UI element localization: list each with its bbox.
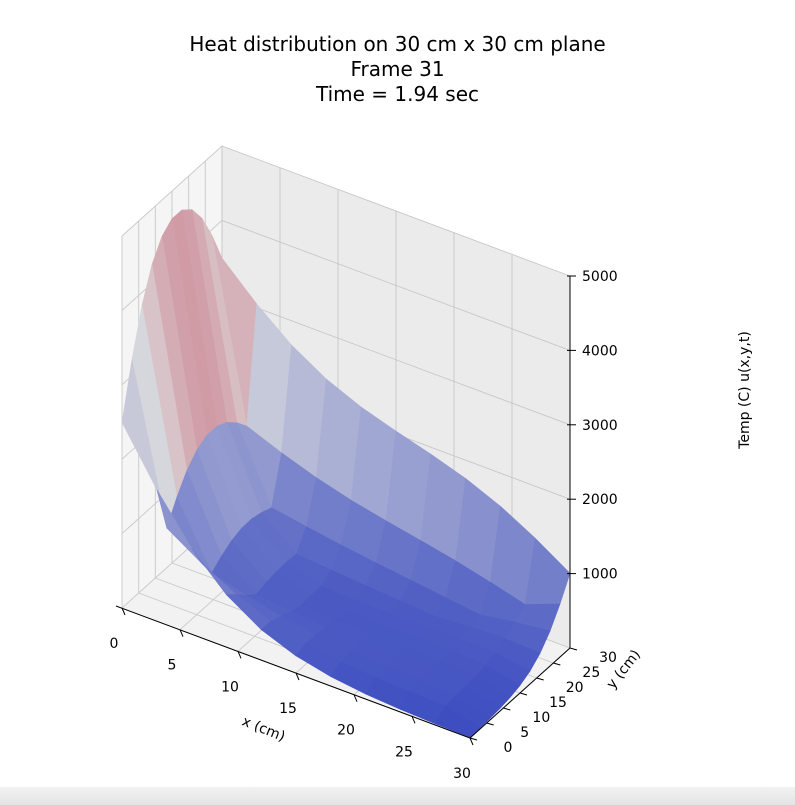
y-tick-mark [553,662,561,666]
x-axis-line [115,605,471,739]
z-tick-label: 4000 [582,343,618,359]
chart-title-line-2: Frame 31 [350,57,445,81]
y-tick-label: 20 [566,680,584,696]
z-grid-line [121,145,571,277]
y-tick-label: 25 [582,665,600,681]
x-tick-mark [295,672,300,681]
x-tick-label: 15 [279,701,297,717]
x-tick-mark [179,629,184,637]
chart-title-line-1: Heat distribution on 30 cm x 30 cm plane [189,32,606,56]
z-tick-label: 3000 [582,418,618,434]
z-tick-label: 1000 [582,567,618,583]
x-tick-mark [353,694,358,702]
x-tick-mark [411,716,416,724]
y-tick-label: 15 [549,695,567,711]
surface-patch [434,705,481,738]
x-tick-mark [121,607,126,616]
window-bottom-bar [0,787,795,805]
y-tick-label: 30 [599,650,617,666]
tick-labels: 0510152025300510152025301000200030004000… [110,269,618,782]
y-tick-mark [503,707,511,711]
y-tick-mark [569,647,578,651]
x-tick-label: 25 [395,744,413,760]
x-tick-label: 20 [337,723,355,739]
x-tick-label: 0 [110,636,119,652]
y-tick-mark [469,737,478,741]
chart-title-line-3: Time = 1.94 sec [315,82,480,106]
y-tick-label: 10 [532,710,550,726]
temperature-surface [121,208,571,738]
x-tick-label: 5 [168,658,177,674]
y-tick-mark [519,692,528,696]
x-axis-label: x (cm) [240,713,288,745]
x-tick-mark [469,737,474,746]
y-tick-mark [486,722,494,726]
y-tick-label: 5 [520,725,529,741]
x-tick-label: 30 [453,766,471,782]
z-tick-label: 2000 [582,492,618,508]
y-tick-mark [536,677,544,681]
z-axis-label: Temp (C) u(x,y,t) [737,331,753,450]
y-tick-label: 0 [504,740,513,756]
z-tick-label: 5000 [582,269,618,285]
x-tick-mark [237,651,242,659]
x-tick-label: 10 [221,679,239,695]
